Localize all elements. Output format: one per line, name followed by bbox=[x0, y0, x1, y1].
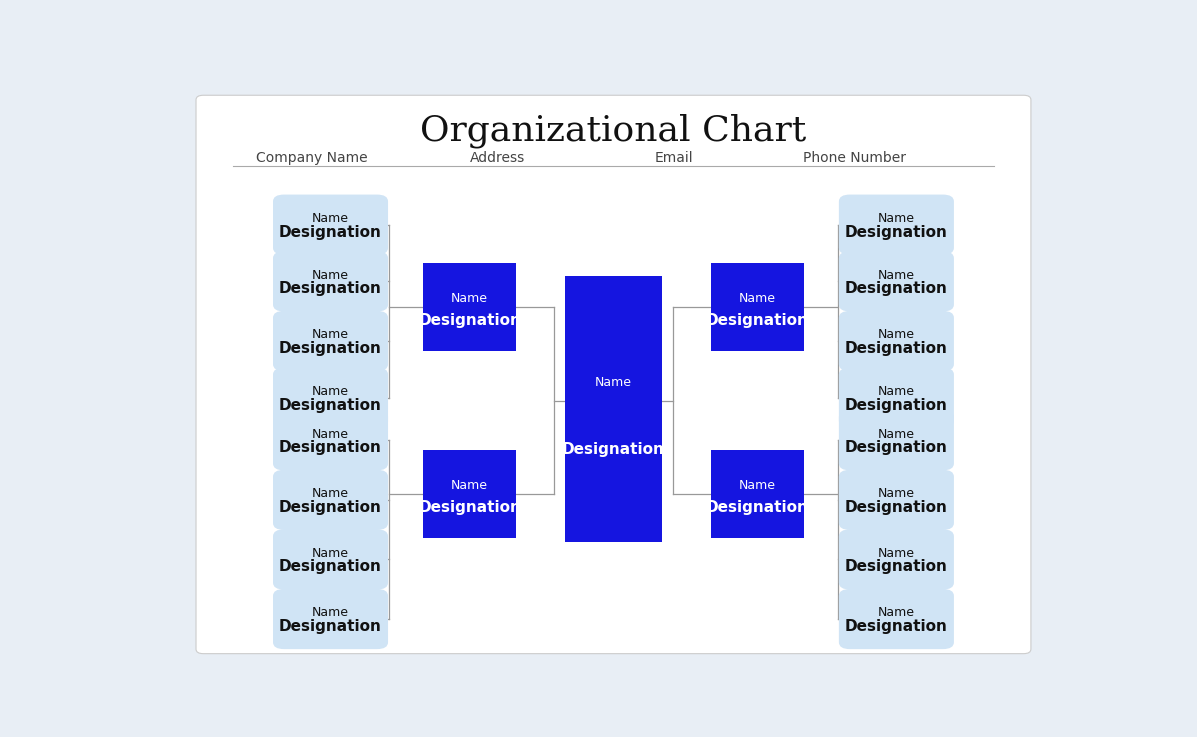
FancyBboxPatch shape bbox=[273, 589, 388, 649]
Text: Name: Name bbox=[451, 292, 488, 304]
Text: Designation: Designation bbox=[279, 225, 382, 240]
Text: Name: Name bbox=[312, 269, 350, 282]
Text: Name: Name bbox=[739, 479, 776, 492]
Text: Name: Name bbox=[877, 212, 915, 225]
FancyBboxPatch shape bbox=[273, 195, 388, 255]
FancyBboxPatch shape bbox=[273, 311, 388, 371]
Text: Designation: Designation bbox=[845, 559, 948, 574]
Text: Name: Name bbox=[877, 385, 915, 398]
FancyBboxPatch shape bbox=[273, 411, 388, 470]
Text: Name: Name bbox=[877, 607, 915, 620]
Text: Address: Address bbox=[470, 151, 525, 165]
FancyBboxPatch shape bbox=[711, 263, 803, 351]
FancyBboxPatch shape bbox=[839, 251, 954, 312]
Text: Name: Name bbox=[877, 269, 915, 282]
Text: Company Name: Company Name bbox=[256, 151, 367, 165]
Text: Name: Name bbox=[595, 376, 632, 389]
Text: Organizational Chart: Organizational Chart bbox=[420, 113, 807, 148]
Text: Designation: Designation bbox=[279, 282, 382, 296]
Text: Name: Name bbox=[739, 292, 776, 304]
FancyBboxPatch shape bbox=[196, 95, 1031, 654]
FancyBboxPatch shape bbox=[711, 450, 803, 538]
Text: Designation: Designation bbox=[845, 282, 948, 296]
Text: Designation: Designation bbox=[279, 341, 382, 356]
Text: Email: Email bbox=[655, 151, 693, 165]
FancyBboxPatch shape bbox=[839, 529, 954, 590]
FancyBboxPatch shape bbox=[273, 529, 388, 590]
Text: Designation: Designation bbox=[845, 225, 948, 240]
Text: Designation: Designation bbox=[279, 440, 382, 455]
FancyBboxPatch shape bbox=[839, 311, 954, 371]
Text: Designation: Designation bbox=[845, 341, 948, 356]
FancyBboxPatch shape bbox=[839, 368, 954, 427]
FancyBboxPatch shape bbox=[839, 589, 954, 649]
Text: Name: Name bbox=[312, 385, 350, 398]
Text: Name: Name bbox=[877, 329, 915, 341]
FancyBboxPatch shape bbox=[424, 263, 516, 351]
Text: Name: Name bbox=[877, 547, 915, 560]
Text: Name: Name bbox=[877, 487, 915, 500]
FancyBboxPatch shape bbox=[839, 195, 954, 255]
Text: Designation: Designation bbox=[279, 559, 382, 574]
Text: Designation: Designation bbox=[279, 619, 382, 634]
Text: Name: Name bbox=[877, 427, 915, 441]
Text: Designation: Designation bbox=[706, 500, 809, 515]
Text: Name: Name bbox=[312, 427, 350, 441]
Text: Name: Name bbox=[312, 487, 350, 500]
Text: Name: Name bbox=[312, 329, 350, 341]
Text: Designation: Designation bbox=[845, 619, 948, 634]
Text: Designation: Designation bbox=[845, 398, 948, 413]
Text: Designation: Designation bbox=[845, 500, 948, 515]
Text: Designation: Designation bbox=[418, 500, 521, 515]
Text: Phone Number: Phone Number bbox=[803, 151, 906, 165]
Text: Name: Name bbox=[451, 479, 488, 492]
FancyBboxPatch shape bbox=[273, 368, 388, 427]
Text: Designation: Designation bbox=[706, 312, 809, 328]
Text: Name: Name bbox=[312, 547, 350, 560]
Text: Name: Name bbox=[312, 212, 350, 225]
FancyBboxPatch shape bbox=[839, 411, 954, 470]
Text: Name: Name bbox=[312, 607, 350, 620]
FancyBboxPatch shape bbox=[273, 469, 388, 530]
FancyBboxPatch shape bbox=[839, 469, 954, 530]
Text: Designation: Designation bbox=[279, 398, 382, 413]
FancyBboxPatch shape bbox=[273, 251, 388, 312]
Text: Designation: Designation bbox=[845, 440, 948, 455]
FancyBboxPatch shape bbox=[565, 276, 662, 542]
Text: Designation: Designation bbox=[418, 312, 521, 328]
Text: Designation: Designation bbox=[563, 441, 664, 457]
Text: Designation: Designation bbox=[279, 500, 382, 515]
FancyBboxPatch shape bbox=[424, 450, 516, 538]
